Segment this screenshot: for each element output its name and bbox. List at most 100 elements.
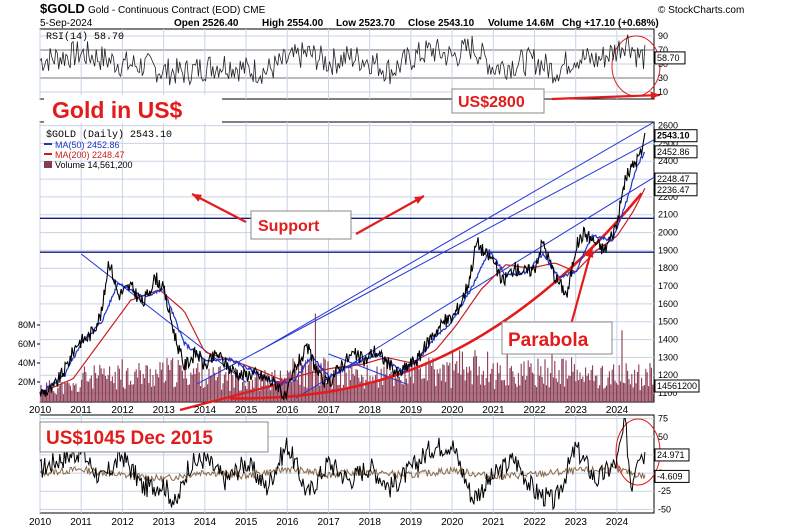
price-x-tick-label: 2023 (565, 405, 588, 416)
price-x-tick-label: 2016 (276, 405, 299, 416)
volume-tick-label: 20M (18, 377, 36, 387)
price-last-value-box (654, 145, 698, 159)
indicator-x-tick-label: 2023 (565, 517, 588, 528)
indicator-black-line (39, 418, 646, 511)
price-last-value: 2452.86 (657, 147, 690, 157)
price-tick-label: 1700 (658, 281, 678, 291)
legend-volume-swatch (44, 161, 52, 168)
indicator-last-box-2 (654, 469, 690, 483)
indicator-x-tick-label: 2011 (70, 517, 92, 528)
indicator-last-value-2: -4.609 (657, 471, 683, 481)
price-x-tick-label: 2010 (29, 405, 52, 416)
legend-rsi: RSI(14) 58.70 (46, 31, 124, 43)
header-open: Open 2526.40 (174, 18, 239, 29)
price-last-value: 2543.10 (657, 131, 690, 141)
price-tick-label: 2100 (658, 210, 678, 220)
price-tick-label: 1400 (658, 335, 678, 345)
indicator-x-tick-label: 2015 (235, 517, 258, 528)
symbol-description: Gold - Continuous Contract (EOD) CME (88, 5, 266, 16)
volume-tick-label: 40M (18, 358, 36, 368)
price-tick-label: 1600 (658, 299, 678, 309)
indicator-last-box-1 (654, 448, 690, 462)
indicator-x-tick-label: 2021 (482, 517, 505, 528)
indicator-x-tick-label: 2013 (153, 517, 176, 528)
parabola-box (501, 321, 613, 355)
title-annotation: Gold in US$ (52, 97, 183, 123)
price-x-tick-label: 2019 (400, 405, 423, 416)
price-x-tick-label: 2022 (523, 405, 546, 416)
low-label-box (39, 421, 269, 453)
price-x-tick-label: 2020 (441, 405, 464, 416)
price-x-tick-label: 2012 (111, 405, 134, 416)
price-last-value-box (654, 129, 698, 143)
header-change: Chg +17.10 (+0.68%) (562, 18, 659, 29)
legend-volume: Volume 14,561,200 (55, 160, 133, 170)
indicator-tick-label: 50 (658, 432, 668, 442)
support-arrow-right (355, 195, 425, 235)
price-x-tick-label: 2015 (235, 405, 258, 416)
indicator-x-tick-label: 2024 (606, 517, 629, 528)
price-tick-label: 2600 (658, 121, 678, 131)
us2800-arrow-head (650, 91, 660, 100)
indicator-x-tick-label: 2010 (29, 517, 52, 528)
us2800-arrow (551, 93, 661, 101)
rsi-line (39, 34, 646, 86)
legend-ma200: MA(200) 2248.47 (55, 150, 125, 160)
price-x-tick-label: 2014 (194, 405, 217, 416)
price-tick-label: 1100 (658, 388, 677, 398)
price-x-tick-label: 2021 (482, 405, 505, 416)
price-tick-label: 2000 (658, 228, 678, 238)
title-annotation-box (44, 95, 222, 123)
trend-channel-line (266, 121, 655, 348)
volume-tick-label: 80M (18, 320, 36, 330)
price-last-value-box (654, 183, 698, 197)
indicator-x-tick-label: 2020 (441, 517, 464, 528)
indicator-x-tick-label: 2016 (276, 517, 299, 528)
price-x-tick-label: 2024 (606, 405, 629, 416)
parabola-curve (229, 192, 643, 400)
indicator-tick-label: 75 (658, 414, 668, 424)
rsi-tick-label: 90 (658, 31, 668, 41)
indicator-x-tick-label: 2019 (400, 517, 423, 528)
header-high: High 2554.00 (262, 18, 324, 29)
price-tick-label: 1900 (658, 245, 678, 255)
volume-tick-label: 60M (18, 339, 36, 349)
trend-channel-line (328, 353, 407, 385)
indicator-x-tick-label: 2017 (317, 517, 340, 528)
watermark: © StockCharts.com (658, 5, 744, 16)
price-line (39, 132, 646, 401)
trend-channel-line (80, 253, 247, 383)
rsi-tick-label: 30 (658, 73, 668, 83)
price-tick-label: 1200 (658, 370, 678, 380)
price-tick-label: 2400 (658, 156, 678, 166)
indicator-tick-label: -50 (658, 504, 671, 514)
indicator-last-value-1: 24.971 (657, 450, 685, 460)
indicator-brown-line (39, 465, 646, 483)
symbol-title: $GOLD (40, 1, 85, 16)
indicator-x-tick-label: 2014 (194, 517, 217, 528)
price-last-value: 2248.47 (657, 174, 690, 184)
price-tick-label: 1800 (658, 263, 678, 273)
indicator-x-tick-label: 2018 (359, 517, 382, 528)
price-tick-label: 2200 (658, 192, 678, 202)
support-annotation: Support (258, 218, 320, 235)
legend-ma50: MA(50) 2452.86 (55, 140, 120, 150)
parabola-annotation: Parabola (508, 330, 589, 351)
price-x-tick-label: 2017 (317, 405, 340, 416)
header-close: Close 2543.10 (408, 18, 475, 29)
rsi-last-value-box (654, 51, 686, 65)
support-arrow-right-head (414, 196, 424, 204)
price-x-tick-label: 2018 (359, 405, 382, 416)
header-date: 5-Sep-2024 (40, 18, 93, 29)
us2800-box (451, 88, 545, 114)
low-label-annotation: US$1045 Dec 2015 (46, 428, 213, 449)
indicator-x-tick-label: 2022 (523, 517, 546, 528)
low-arrow (179, 380, 287, 412)
support-arrow-left-head (192, 194, 202, 202)
price-tick-label: 1300 (658, 352, 678, 362)
price-tick-label: 1500 (658, 317, 678, 327)
us2800-annotation: US$2800 (458, 94, 525, 111)
rsi-tick-label: 70 (658, 45, 668, 55)
rsi-tick-label: 10 (658, 87, 668, 97)
volume-last-value-box (654, 379, 700, 393)
